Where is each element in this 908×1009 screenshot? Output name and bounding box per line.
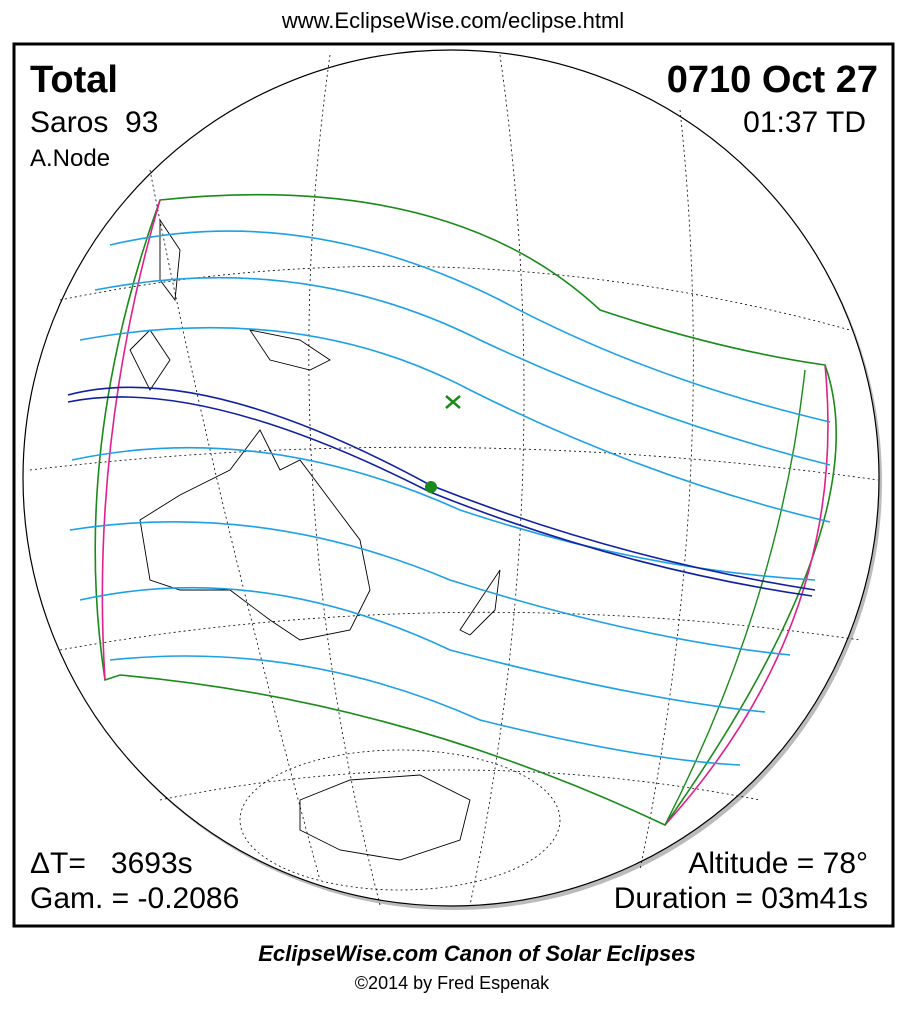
header-url: www.EclipseWise.com/eclipse.html: [281, 8, 624, 33]
time: 01:37 TD: [743, 106, 866, 139]
altitude: Altitude = 78°: [688, 847, 868, 880]
graticule: [29, 54, 879, 906]
eclipse-type: Total: [30, 59, 118, 101]
globe: [22, 49, 880, 907]
saros: Saros 93: [30, 106, 158, 139]
duration: Duration = 03m41s: [614, 882, 868, 915]
eclipse-path: [67, 193, 837, 827]
footer-credit: ©2014 by Fred Espenak: [355, 973, 550, 993]
footer-title: EclipseWise.com Canon of Solar Eclipses: [258, 941, 696, 966]
date: 0710 Oct 27: [667, 59, 878, 101]
delta-t: ΔT= 3693s: [30, 847, 193, 880]
gamma: Gam. = -0.2086: [30, 882, 239, 915]
node: A.Node: [30, 145, 110, 172]
